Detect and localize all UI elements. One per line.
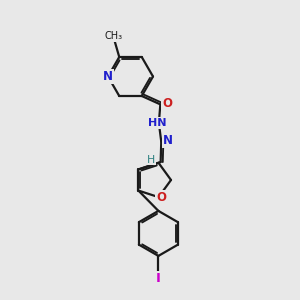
Text: O: O: [162, 97, 172, 110]
Text: N: N: [163, 134, 173, 147]
Text: H: H: [147, 154, 155, 165]
Text: CH₃: CH₃: [104, 31, 122, 41]
Text: I: I: [156, 272, 161, 285]
Text: N: N: [103, 70, 113, 83]
Text: HN: HN: [148, 118, 166, 128]
Text: O: O: [156, 190, 166, 204]
